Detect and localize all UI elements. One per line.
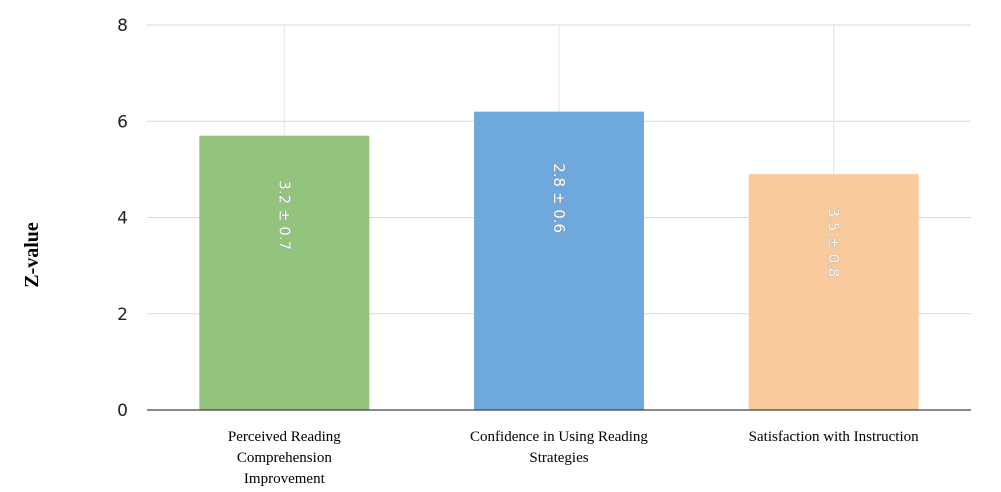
data-label: 2.8 ± 0.6: [550, 163, 568, 233]
labels: 0 2 4 6 8 3.2 ± 0.7 Perceived Reading Comprehen…: [117, 16, 919, 487]
y-tick-label: 8: [117, 16, 128, 36]
y-axis-title: Z-value: [21, 222, 43, 288]
x-tick-label: Confidence in Using Reading: [470, 429, 648, 445]
x-tick-label: Perceived Reading: [228, 429, 341, 445]
data-label: 3.5 ± 0.8: [825, 208, 843, 278]
y-tick-label: 4: [117, 209, 128, 229]
y-tick-label: 0: [117, 401, 128, 421]
x-tick-label: Improvement: [244, 471, 326, 487]
bar: [199, 135, 370, 410]
bars: [199, 111, 919, 410]
x-tick-label: Satisfaction with Instruction: [749, 429, 919, 445]
y-tick-label: 6: [117, 112, 128, 132]
x-tick-label: Strategies: [529, 450, 588, 466]
bar: [474, 111, 644, 410]
x-tick-label: Comprehension: [237, 450, 332, 466]
bar: [748, 174, 919, 410]
y-tick-label: 2: [117, 305, 128, 325]
data-label: 3.2 ± 0.7: [275, 180, 293, 250]
